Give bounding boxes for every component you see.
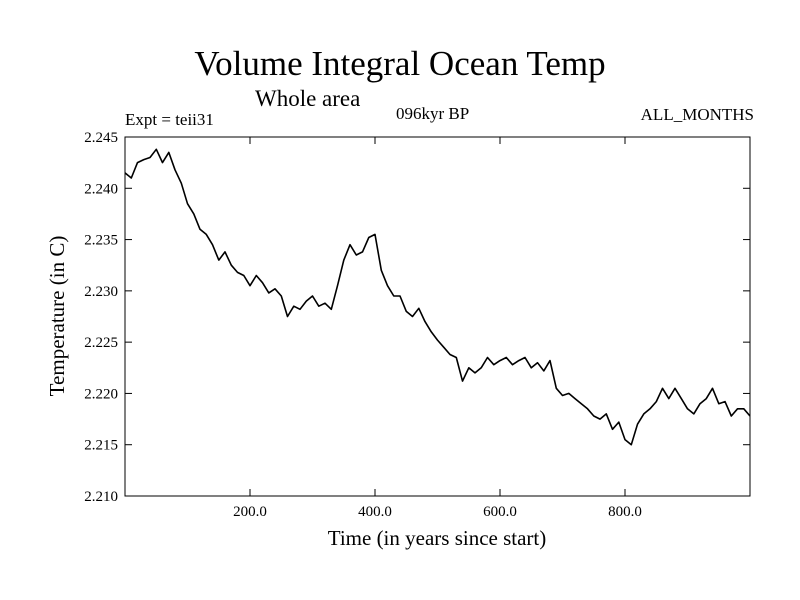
y-tick-label: 2.240 [84, 181, 118, 197]
experiment-label: Expt = teii31 [125, 110, 214, 129]
y-axis-label: Temperature (in C) [45, 236, 69, 397]
period-label: 096kyr BP [396, 104, 470, 123]
x-tick-label: 400.0 [358, 504, 392, 520]
series-line-0 [124, 148, 751, 446]
y-tick-label: 2.225 [84, 335, 118, 351]
y-tick-label: 2.210 [84, 489, 118, 505]
x-tick-label: 800.0 [608, 504, 642, 520]
y-tick-label: 2.220 [84, 386, 118, 402]
x-tick-label: 600.0 [483, 504, 517, 520]
y-tick-label: 2.230 [84, 284, 118, 300]
months-label: ALL_MONTHS [640, 105, 754, 124]
x-axis-label: Time (in years since start) [328, 526, 547, 550]
y-tick-label: 2.215 [84, 438, 118, 454]
y-tick-label: 2.235 [84, 233, 118, 249]
chart-title: Volume Integral Ocean Temp [194, 44, 606, 83]
y-tick-label: 2.245 [84, 130, 118, 146]
x-tick-label: 200.0 [233, 504, 267, 520]
chart-subtitle: Whole area [255, 86, 361, 111]
plot-frame [124, 136, 751, 497]
